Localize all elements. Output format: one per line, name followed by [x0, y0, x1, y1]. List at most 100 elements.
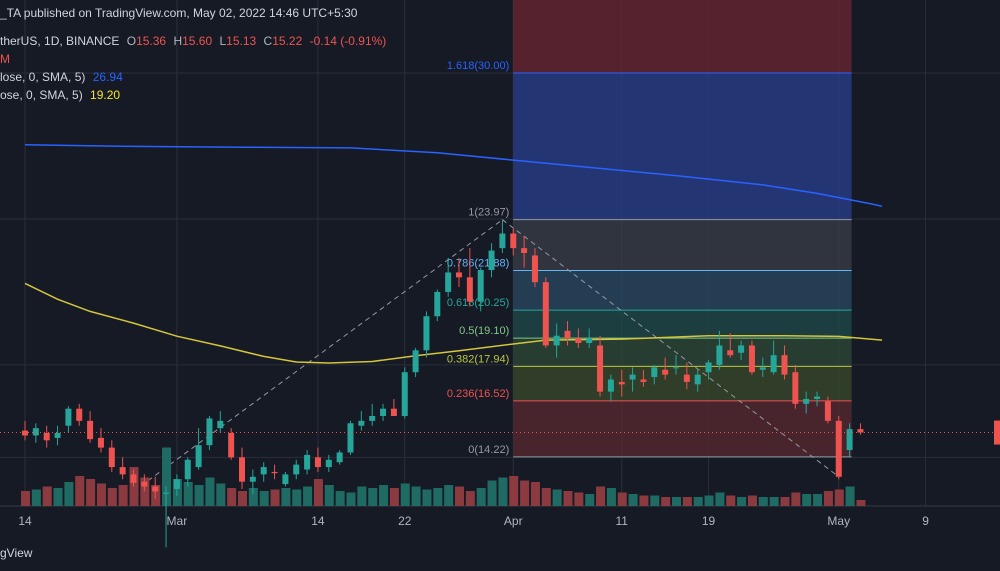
price-axis-marker	[994, 420, 1000, 445]
candle-body	[76, 408, 83, 421]
candle-body	[586, 338, 593, 344]
candle-body	[152, 486, 159, 492]
candle-body	[217, 420, 224, 429]
fib-zone	[513, 366, 852, 401]
volume-bar	[368, 488, 378, 506]
candle-body	[445, 272, 452, 292]
candle-body	[466, 277, 473, 302]
candle-body	[369, 415, 376, 421]
volume-bar	[53, 488, 63, 506]
candle-body	[195, 445, 202, 468]
volume-bar	[758, 497, 768, 506]
candle-body	[510, 233, 517, 249]
volume-bar	[845, 486, 855, 506]
candle-body	[184, 459, 191, 480]
candle-body	[358, 420, 365, 426]
candle-body	[662, 369, 669, 375]
volume-bar	[704, 495, 714, 506]
fib-level-label: 0.786(21.88)	[447, 258, 509, 270]
ma-yellow-line[interactable]: ose, 0, SMA, 5) 19.20	[0, 88, 124, 102]
volume-bar	[791, 492, 801, 506]
candle-body	[759, 367, 766, 370]
candle-body	[163, 492, 170, 494]
candle-body	[412, 350, 419, 373]
candle-body	[814, 396, 821, 399]
volume-bar	[216, 483, 226, 506]
volume-bar	[194, 485, 204, 506]
candle-body	[673, 367, 679, 369]
volume-bar	[270, 489, 280, 506]
volume-bar	[379, 485, 389, 506]
ohlc-open: 15.36	[136, 34, 167, 48]
candle-body	[683, 374, 690, 382]
ma-blue-label: lose, 0, SMA, 5)	[0, 70, 86, 84]
x-tick-label: 14	[18, 514, 32, 528]
candle-body	[575, 338, 582, 344]
candle-body	[97, 437, 104, 448]
candle-body	[597, 345, 604, 392]
fib-zone	[513, 400, 852, 457]
volume-bar	[162, 447, 172, 506]
volume-bar	[31, 489, 41, 506]
volume-bar	[856, 500, 866, 506]
volume-bar	[541, 488, 551, 506]
volume-bar	[422, 489, 432, 506]
volume-line: M	[0, 52, 14, 66]
x-tick-label: 11	[615, 514, 628, 528]
candle-body	[260, 467, 267, 475]
candle-body	[249, 476, 256, 482]
volume-bar	[834, 489, 844, 506]
candle-body	[835, 420, 842, 477]
candle-body	[239, 457, 245, 482]
published-text: _TA published on TradingView.com, May 02…	[0, 6, 358, 20]
candle-body	[87, 420, 94, 440]
candle-body	[542, 282, 549, 346]
ma-yellow-value: 19.20	[90, 88, 121, 102]
volume-bar	[682, 497, 692, 506]
candle-body	[32, 428, 39, 436]
ohlc-h-label: H	[173, 34, 183, 48]
volume-bar	[574, 492, 584, 506]
x-tick-label: May	[827, 514, 851, 528]
volume-bar	[303, 486, 313, 506]
fib-level-label: 0.236(16.52)	[447, 388, 509, 400]
candle-body	[803, 398, 810, 404]
volume-bar	[596, 486, 606, 506]
candle-body	[423, 316, 430, 351]
ma-blue-line[interactable]: lose, 0, SMA, 5) 26.94	[0, 70, 127, 84]
volume-bar	[107, 488, 117, 506]
x-tick-label: 22	[398, 514, 412, 528]
ohlc-high: 15.60	[182, 34, 213, 48]
candle-body	[499, 233, 506, 249]
ma-blue-value: 26.94	[92, 70, 123, 84]
volume-bar	[248, 488, 258, 506]
candle-body	[488, 250, 495, 271]
volume-bar	[205, 477, 215, 506]
volume-bar	[498, 477, 508, 506]
volume-bar	[813, 494, 823, 506]
fib-zone	[513, 219, 852, 271]
candle-body	[857, 429, 864, 433]
candle-body	[618, 381, 625, 385]
volume-bar	[140, 477, 150, 506]
symbol-label: therUS, 1D, BINANCE	[0, 34, 120, 48]
trend-line-up	[133, 219, 503, 492]
volume-bar	[802, 494, 812, 506]
candle-body	[401, 372, 408, 416]
volume-bar	[75, 476, 85, 506]
volume-bar	[238, 491, 247, 506]
ohlc-change: -0.14 (-0.91%)	[309, 34, 387, 48]
candle-body	[456, 272, 462, 278]
volume-bar	[520, 480, 530, 506]
fib-level-label: 1(23.97)	[468, 207, 509, 219]
candle-body	[531, 255, 538, 283]
brand-text: gView	[0, 546, 33, 560]
volume-bar	[737, 497, 747, 506]
fib-zone	[513, 72, 852, 220]
volume-bar	[606, 488, 616, 506]
volume-bar	[747, 495, 757, 506]
x-tick-label: 19	[701, 514, 716, 528]
fib-level-label: 0(14.22)	[468, 444, 509, 456]
